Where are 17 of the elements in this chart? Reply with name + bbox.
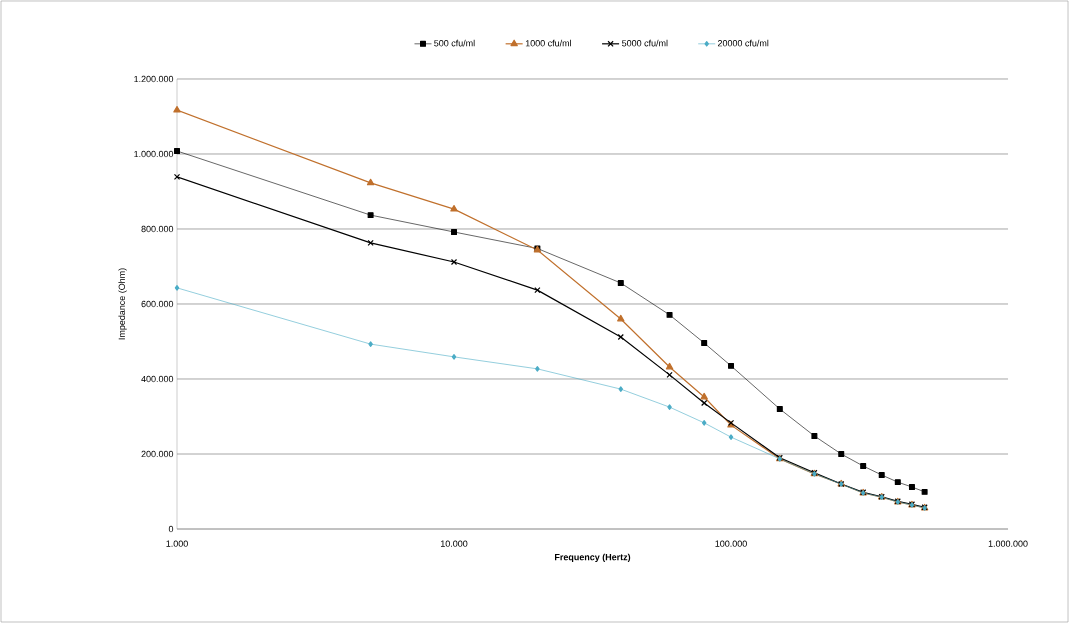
y-tick-label: 400.000 (141, 375, 174, 383)
x-tick-label: 1.000 (166, 540, 188, 547)
legend-label: 5000 cfu/ml (622, 39, 668, 47)
y-tick-label: 0 (168, 525, 174, 533)
x-axis-title: Frequency (Hertz) (555, 553, 631, 563)
y-tick-label: 800.000 (141, 225, 174, 233)
y-tick-label: 600.000 (141, 300, 174, 308)
x-tick-label: 10.000 (440, 540, 468, 547)
y-tick-label: 1.000.000 (134, 150, 174, 158)
legend-label: 20000 cfu/ml (717, 39, 769, 47)
legend-label: 500 cfu/ml (434, 39, 475, 47)
y-tick-label: 200.000 (141, 450, 174, 458)
y-axis-title: Impedance (Ohm) (118, 268, 127, 340)
y-tick-label: 1.200.000 (134, 75, 174, 83)
legend-label: 1000 cfu/ml (525, 39, 571, 47)
x-tick-label: 100.000 (715, 540, 747, 547)
x-tick-label: 1.000.000 (988, 540, 1028, 547)
